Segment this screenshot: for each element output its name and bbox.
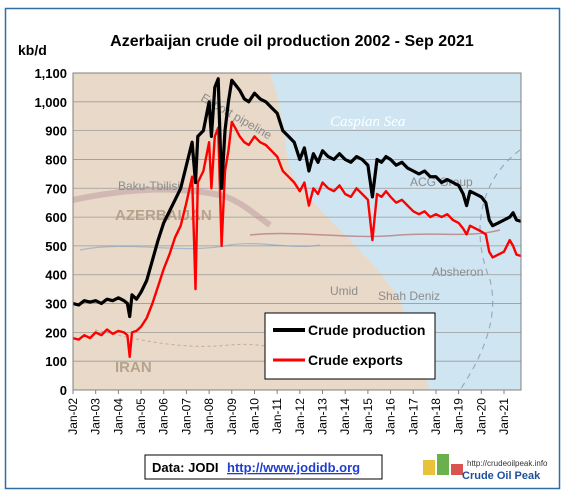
x-tick-label: Jan-12: [293, 398, 307, 435]
x-tick-label: Jan-08: [202, 398, 216, 435]
x-tick-label: Jan-10: [247, 398, 261, 435]
map-boundary: [459, 149, 521, 390]
y-tick-label: 300: [45, 297, 67, 312]
x-tick-label: Jan-13: [316, 398, 330, 435]
legend-label-production: Crude production: [308, 322, 425, 338]
x-tick-label: Jan-07: [179, 398, 193, 435]
map-label-absheron: Absheron: [432, 265, 483, 279]
x-tick-labels: Jan-02 Jan-03 Jan-04 Jan-05 Jan-06 Jan-07 Jan-…: [66, 390, 511, 435]
x-tick-label: Jan-09: [225, 398, 239, 435]
chart-title: Azerbaijan crude oil production 2002 - S…: [110, 33, 474, 50]
y-tick-label: 700: [45, 181, 67, 196]
x-tick-label: Jan-20: [474, 398, 488, 435]
x-tick-label: Jan-16: [384, 398, 398, 435]
logo-bar-1: [423, 460, 435, 475]
x-tick-label: Jan-11: [270, 398, 284, 434]
x-tick-label: Jan-17: [406, 398, 420, 435]
y-axis-label: kb/d: [18, 42, 47, 58]
x-tick-label: Jan-06: [157, 398, 171, 435]
source-note: Data: JODI http://www.jodidb.org: [144, 454, 383, 480]
map-label-umid: Umid: [330, 284, 358, 298]
y-tick-label: 500: [45, 239, 67, 254]
x-tick-label: Jan-05: [134, 398, 148, 435]
crude-oil-peak-logo: http://crudeoilpeak.info Crude Oil Peak: [423, 454, 548, 482]
legend: Crude production Crude exports: [264, 312, 436, 380]
logo-name: Crude Oil Peak: [462, 470, 541, 482]
source-prefix: Data: JODI: [152, 460, 218, 475]
x-tick-label: Jan-19: [452, 398, 466, 435]
series-lines: [73, 77, 521, 359]
x-tick-label: Jan-03: [89, 398, 103, 435]
source-link[interactable]: http://www.jodidb.org: [227, 460, 360, 475]
series-line-exports: [73, 120, 521, 359]
y-tick-label: 1,000: [34, 95, 67, 110]
logo-url: http://crudeoilpeak.info: [467, 459, 548, 468]
map-label-azerbaijan: AZERBAIJAN: [115, 207, 212, 224]
map-road: [73, 186, 272, 228]
y-tick-label: 1,100: [34, 66, 67, 81]
plot-area-border: [72, 72, 522, 391]
map-label-caspian-sea: Caspian Sea: [330, 114, 405, 130]
legend-box: [264, 312, 436, 380]
source-box: [144, 454, 383, 480]
y-tick-label: 400: [45, 268, 67, 283]
y-tick-label: 600: [45, 210, 67, 225]
x-tick-label: Jan-21: [497, 398, 511, 435]
x-tick-label: Jan-14: [338, 398, 352, 435]
map-sea: [270, 73, 521, 390]
logo-bar-3: [451, 464, 463, 475]
map-label-iran: IRAN: [115, 359, 152, 376]
y-tick-label: 0: [60, 383, 67, 398]
x-tick-label: Jan-18: [429, 398, 443, 435]
x-tick-label: Jan-04: [111, 398, 125, 435]
y-tick-label: 100: [45, 354, 67, 369]
x-tick-label: Jan-15: [361, 398, 375, 435]
x-tick-label: Jan-02: [66, 398, 80, 435]
logo-bar-2: [437, 454, 449, 475]
map-label-shah-deniz: Shah Deniz: [378, 289, 440, 303]
y-tick-labels: 0 100 200 300 400 500 600 700 800 900 1,000 1,100: [34, 66, 67, 398]
y-tick-label: 900: [45, 124, 67, 139]
map-label-baku-tbilisi: Baku-Tbilisi: [118, 179, 180, 193]
legend-label-exports: Crude exports: [308, 352, 403, 368]
map-pipeline: [249, 229, 501, 238]
y-tick-label: 800: [45, 152, 67, 167]
y-tick-label: 200: [45, 325, 67, 340]
series-line-production: [73, 77, 521, 319]
